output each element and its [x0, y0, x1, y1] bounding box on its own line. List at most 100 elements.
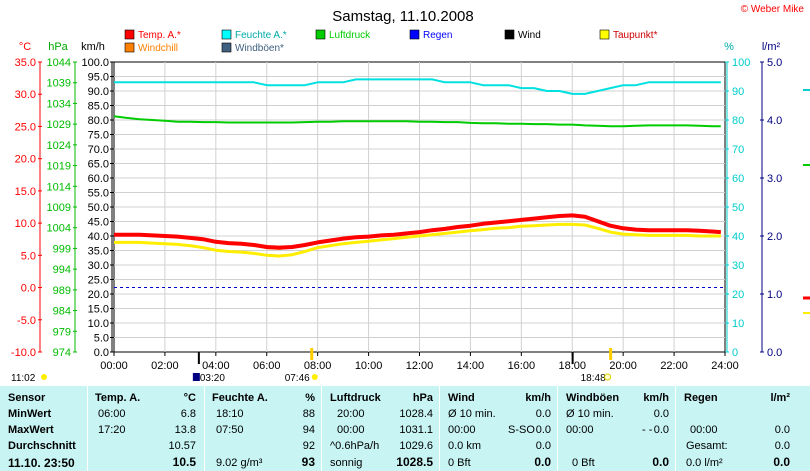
x-tick-label: 18:00	[558, 360, 586, 372]
legend-label: Taupunkt*	[613, 30, 658, 41]
stats-gust-max-time: 00:00	[566, 424, 594, 436]
legend-label: Regen	[423, 30, 452, 41]
stats-col-temp: Temp. A. °C 06:00 6.8 17:20 13.8 10.57 1…	[88, 386, 205, 471]
chart-title: Samstag, 11.10.2008	[332, 8, 474, 25]
legend-swatch	[504, 29, 515, 40]
stats-sensor-avg: Durchschnitt	[8, 440, 76, 452]
humidity-tick-label: 50	[732, 202, 744, 214]
stats-wind-min-val: 0.0	[535, 408, 551, 420]
stats-wind-title: Wind	[448, 392, 475, 404]
stats-rain-unit: l/m²	[770, 392, 790, 404]
legend-swatch	[315, 29, 326, 40]
rain-tick-label: 1.0	[767, 289, 782, 301]
humidity-tick-label: 70	[732, 144, 744, 156]
chart-axes: 35.0 30.0 25.0 20.0 15.0 10.0 5.0 0.0 -5.0 -10.0 1…	[11, 57, 782, 372]
legend-swatch	[221, 42, 232, 53]
temp-tick-label: -10.0	[11, 347, 36, 359]
pressure-tick-label: 1039	[47, 78, 71, 90]
stats-temp-max-val: 13.8	[174, 424, 196, 436]
x-tick-label: 00:00	[100, 360, 128, 372]
stats-gust-min-label: Ø 10 min.	[566, 408, 614, 420]
pressure-tick-label: 994	[53, 264, 71, 276]
stats-sensor-min: MinWert	[8, 408, 52, 420]
wind-tick-label: 90.0	[88, 86, 109, 98]
moonrise-label: 03:20	[200, 373, 225, 384]
rain-tick-label: 3.0	[767, 173, 782, 185]
pressure-tick-label: 1004	[47, 223, 71, 235]
chart-series	[113, 78, 721, 258]
wind-tick-label: 25.0	[88, 275, 109, 287]
pressure-tick-label: 984	[53, 306, 71, 318]
stats-col-pressure: Luftdruck hPa 20:00 1028.4 00:00 1031.1 …	[322, 386, 440, 471]
pressure-tick-label: 1014	[47, 181, 71, 193]
humidity-tick-label: 90	[732, 86, 744, 98]
temp-tick-label: 25.0	[15, 121, 36, 133]
stats-col-gust: Windböen km/h Ø 10 min. 0.0 00:00 - - 0.…	[558, 386, 676, 471]
stats-gust-max-val: 0.0	[653, 424, 669, 436]
stats-gust-now: 0.0	[652, 455, 669, 469]
wind-tick-label: 10.0	[88, 318, 109, 330]
wind-tick-label: 100.0	[81, 57, 109, 69]
rain-tick-label: 0.0	[767, 347, 782, 359]
stats-wind-max-time: 00:00	[448, 424, 476, 436]
legend-label: Windchill	[138, 43, 178, 54]
wind-tick-label: 45.0	[88, 217, 109, 229]
stats-temp-avg: 10.57	[168, 440, 196, 452]
stats-panel: Sensor MinWert MaxWert Durchschnitt 11.1…	[0, 386, 810, 471]
wind-tick-label: 35.0	[88, 246, 109, 258]
humidity-axis-label: %	[724, 41, 734, 53]
stats-wind-max-dir: S-SO	[508, 424, 535, 436]
stats-temp-title: Temp. A.	[95, 392, 141, 404]
x-tick-label: 22:00	[660, 360, 688, 372]
sunset-label: 18:48	[581, 373, 606, 384]
rain-tick-label: 4.0	[767, 115, 782, 127]
humidity-tick-label: 0	[732, 347, 738, 359]
sunrise-icon	[311, 374, 318, 380]
pressure-tick-label: 1019	[47, 161, 71, 173]
rain-tick-label: 5.0	[767, 57, 782, 69]
wind-tick-label: 85.0	[88, 101, 109, 113]
wind-tick-label: 0.0	[94, 347, 109, 359]
daylength-label: 11:02	[11, 373, 36, 384]
x-tick-label: 24:00	[711, 360, 739, 372]
pressure-tick-label: 989	[53, 285, 71, 297]
stats-pressure-state: sonnig	[330, 457, 363, 469]
stats-gust-title: Windböen	[566, 392, 620, 404]
stats-col-wind: Wind km/h Ø 10 min. 0.0 00:00 S-SO 0.0 0…	[440, 386, 558, 471]
legend-label: Luftdruck	[329, 30, 371, 41]
stats-temp-min-val: 6.8	[180, 408, 196, 420]
wind-tick-label: 65.0	[88, 159, 109, 171]
legend-swatch	[124, 42, 135, 53]
right-edge-fragments	[803, 89, 810, 314]
stats-wind-unit: km/h	[525, 392, 551, 404]
series-humidity	[114, 78, 721, 95]
wind-tick-label: 75.0	[88, 130, 109, 142]
pressure-tick-label: 1034	[47, 98, 71, 110]
wind-tick-label: 5.0	[94, 333, 109, 345]
wind-tick-label: 20.0	[88, 289, 109, 301]
rain-tick-label: 2.0	[767, 231, 782, 243]
series-temp	[114, 213, 721, 250]
series-dewpoint	[114, 222, 721, 258]
x-tick-label: 02:00	[151, 360, 179, 372]
pressure-tick-label: 1009	[47, 202, 71, 214]
stats-sensor-now: 11.10. 23:50	[8, 456, 75, 470]
wind-tick-label: 60.0	[88, 173, 109, 185]
legend-label: Wind	[518, 30, 541, 41]
stats-humidity-now: 93	[301, 455, 315, 469]
stats-sensor-max: MaxWert	[8, 424, 54, 436]
humidity-tick-label: 30	[732, 260, 744, 272]
stats-temp-unit: °C	[183, 392, 196, 404]
stats-humidity-max-val: 94	[302, 424, 315, 436]
stats-pressure-min-time: 20:00	[337, 408, 365, 420]
stats-temp-min-time: 06:00	[98, 408, 126, 420]
pressure-axis-label: hPa	[48, 41, 68, 53]
x-tick-label: 20:00	[609, 360, 637, 372]
chart-grid	[114, 62, 725, 352]
stats-pressure-avg: 1029.6	[399, 440, 433, 452]
stats-wind-avg: 0.0	[535, 440, 551, 452]
x-tick-label: 14:00	[457, 360, 485, 372]
weather-chart: Samstag, 11.10.2008 © Weber Mike Temp. A…	[11, 4, 810, 384]
humidity-tick-label: 100	[732, 57, 750, 69]
x-tick-label: 04:00	[202, 360, 230, 372]
